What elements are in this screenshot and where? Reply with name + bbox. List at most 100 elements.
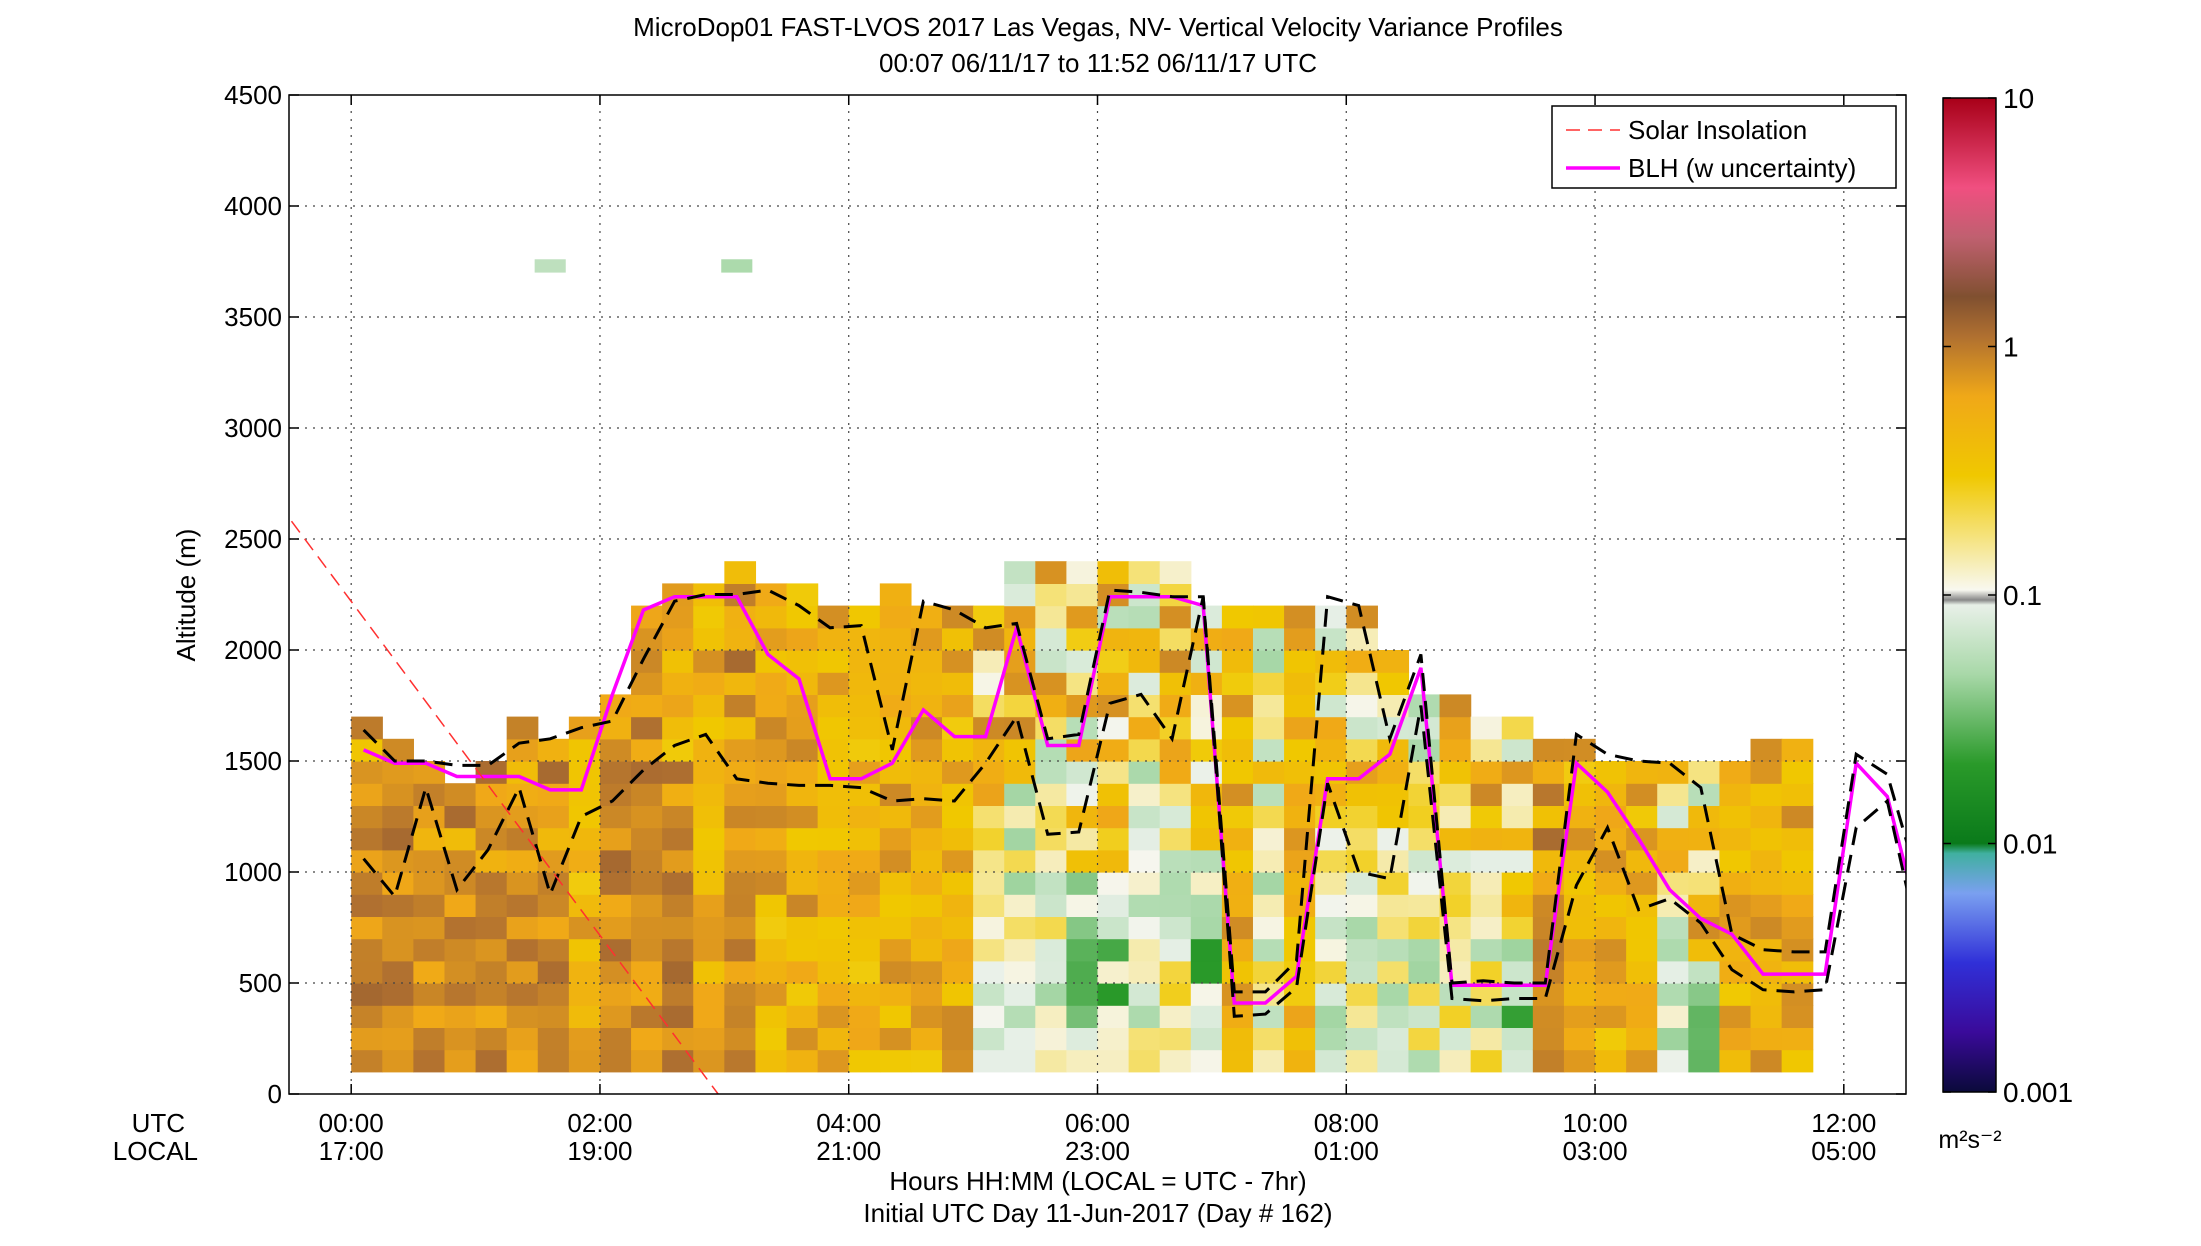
heatmap-cell — [1252, 894, 1285, 917]
heatmap-cell — [1688, 1049, 1721, 1073]
heatmap-cell — [1066, 827, 1099, 851]
heatmap-cell — [1128, 916, 1161, 940]
heatmap-cell — [1128, 1027, 1161, 1051]
heatmap-cell — [1284, 716, 1316, 740]
heatmap-cell — [1097, 872, 1130, 895]
heatmap-cell — [973, 805, 1005, 829]
heatmap-cell — [1035, 894, 1068, 917]
heatmap-cell — [1221, 1027, 1254, 1051]
heatmap-cell — [1532, 1027, 1565, 1051]
heatmap-cell — [786, 761, 819, 784]
heatmap-cell — [1190, 872, 1223, 895]
heatmap-cell — [1035, 960, 1068, 984]
heatmap-cell — [413, 983, 446, 1006]
heatmap-cell — [568, 938, 601, 962]
heatmap-cell — [1563, 960, 1596, 984]
heatmap-cell — [724, 960, 757, 984]
heatmap-cell — [1408, 894, 1441, 917]
heatmap-cell — [1346, 1027, 1378, 1051]
heatmap-cell — [1719, 983, 1752, 1006]
heatmap-cell — [1501, 805, 1534, 829]
heatmap-cell — [817, 694, 850, 718]
heatmap-cell — [1221, 805, 1254, 829]
heatmap-cell — [693, 1005, 725, 1028]
heatmap-cell — [724, 650, 757, 673]
heatmap-cell — [1221, 605, 1254, 629]
heatmap-cell — [1066, 694, 1099, 718]
heatmap-cell — [382, 894, 414, 917]
heatmap-cell — [1501, 827, 1534, 851]
heatmap-cell — [973, 605, 1005, 629]
heatmap-cell — [1004, 605, 1036, 629]
heatmap-cell — [1563, 849, 1596, 873]
heatmap-cell — [848, 694, 881, 718]
heatmap-cell — [1315, 650, 1347, 673]
heatmap-cell — [1097, 583, 1130, 607]
heatmap-cell — [724, 1049, 757, 1073]
heatmap-cell — [351, 960, 383, 984]
heatmap-cell — [568, 1027, 601, 1051]
heatmap-cell — [1626, 960, 1658, 984]
heatmap-cell — [1004, 694, 1036, 718]
heatmap-cell — [724, 805, 757, 829]
heatmap-cell — [942, 805, 974, 829]
heatmap-cell — [1563, 827, 1596, 851]
heatmap-cell — [879, 1005, 912, 1028]
heatmap-cell — [351, 916, 383, 940]
heatmap-cell — [786, 583, 819, 607]
heatmap-cell — [910, 960, 943, 984]
y-tick-label: 3500 — [224, 302, 282, 332]
heatmap-cell — [1408, 1027, 1441, 1051]
heatmap-cell — [1595, 872, 1627, 895]
heatmap-cell — [1439, 827, 1472, 851]
heatmap-cell — [506, 761, 539, 784]
chart-subtitle: 00:07 06/11/17 to 11:52 06/11/17 UTC — [879, 48, 1317, 78]
x-tick-label-local: 05:00 — [1811, 1136, 1876, 1166]
heatmap-cell — [755, 1049, 788, 1073]
heatmap-cell — [568, 716, 601, 740]
heatmap-cell — [1035, 1027, 1068, 1051]
heatmap-cell — [1595, 761, 1627, 784]
heatmap-cell — [1346, 960, 1378, 984]
x-tick-label-utc: 10:00 — [1562, 1108, 1627, 1138]
heatmap-cell — [1346, 916, 1378, 940]
heatmap-cell — [848, 827, 881, 851]
heatmap-cell — [631, 849, 663, 873]
heatmap-cell — [1750, 849, 1783, 873]
heatmap-cell — [848, 938, 881, 962]
heatmap-cell — [1004, 827, 1036, 851]
heatmap-cell — [1408, 849, 1441, 873]
heatmap-cell — [1377, 827, 1410, 851]
heatmap-cell — [1439, 761, 1472, 784]
heatmap-cell — [755, 872, 788, 895]
heatmap-cell — [662, 738, 694, 762]
y-tick-label: 4500 — [224, 80, 282, 110]
heatmap-cell — [1501, 1005, 1534, 1028]
heatmap-cell — [973, 694, 1005, 718]
heatmap-cell — [1097, 849, 1130, 873]
heatmap-cell — [1470, 938, 1503, 962]
colorbar-tick-label: 10 — [2003, 83, 2034, 114]
heatmap-cell — [942, 960, 974, 984]
heatmap-cell — [973, 894, 1005, 917]
heatmap-cell — [1284, 849, 1316, 873]
heatmap-cell — [879, 761, 912, 784]
heatmap-cell — [1066, 583, 1099, 607]
heatmap-cell — [1377, 672, 1410, 695]
heatmap-cell — [537, 849, 570, 873]
heatmap-cell — [910, 1049, 943, 1073]
heatmap-cell — [1128, 561, 1161, 584]
heatmap-cell — [879, 583, 912, 607]
x-tick-label-local: 23:00 — [1065, 1136, 1130, 1166]
heatmap-cell — [1221, 716, 1254, 740]
heatmap-cell — [1066, 738, 1099, 762]
heatmap-cell — [1128, 1049, 1161, 1073]
heatmap-cell — [662, 761, 694, 784]
heatmap-cell — [1190, 849, 1223, 873]
heatmap-cell — [1781, 983, 1814, 1006]
heatmap-cell — [848, 716, 881, 740]
heatmap-cell — [1439, 694, 1472, 718]
heatmap-cell — [1128, 738, 1161, 762]
heatmap-cell — [1159, 827, 1192, 851]
heatmap-cell — [1315, 916, 1347, 940]
